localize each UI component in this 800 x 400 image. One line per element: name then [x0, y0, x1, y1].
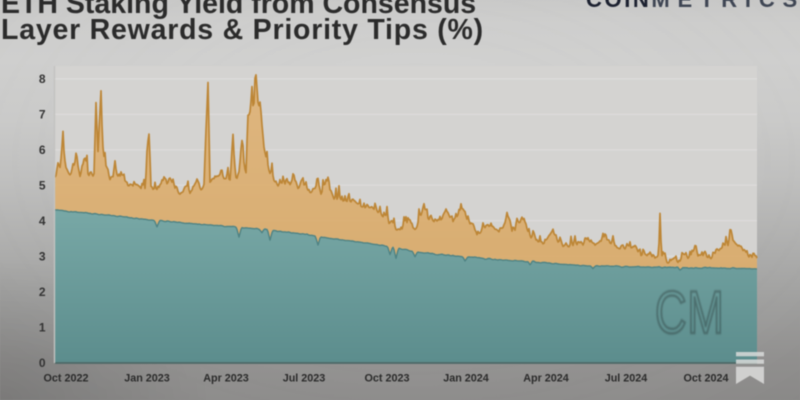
svg-text:8: 8 [39, 72, 46, 86]
svg-text:4: 4 [39, 214, 46, 228]
svg-text:CM: CM [655, 279, 725, 346]
svg-text:7: 7 [39, 108, 46, 122]
svg-text:Oct 2023: Oct 2023 [364, 373, 409, 385]
svg-text:1: 1 [39, 320, 46, 334]
svg-text:Oct 2022: Oct 2022 [43, 373, 88, 385]
svg-text:Jul 2023: Jul 2023 [283, 373, 326, 385]
svg-text:Jul 2024: Jul 2024 [605, 373, 648, 385]
svg-text:Jan 2023: Jan 2023 [124, 373, 170, 385]
svg-text:Apr 2023: Apr 2023 [203, 373, 249, 385]
svg-text:3: 3 [39, 249, 46, 263]
svg-text:Oct 2024: Oct 2024 [683, 373, 728, 385]
svg-text:Apr 2024: Apr 2024 [523, 373, 569, 385]
svg-text:Jan 2024: Jan 2024 [443, 373, 489, 385]
svg-text:2: 2 [39, 285, 46, 299]
svg-text:5: 5 [39, 179, 46, 193]
svg-text:6: 6 [39, 143, 46, 157]
svg-text:0: 0 [39, 356, 46, 370]
